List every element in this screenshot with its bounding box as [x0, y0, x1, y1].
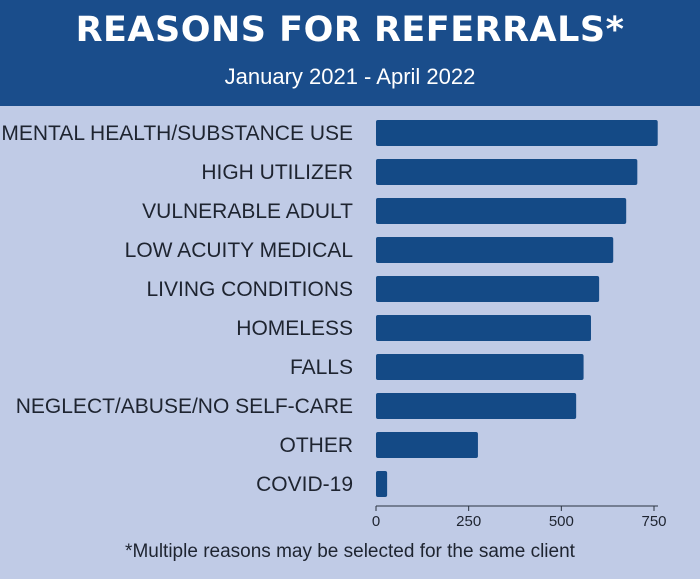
bar-5	[376, 315, 591, 341]
x-tick-label-1: 250	[456, 513, 481, 530]
category-label-0: MENTAL HEALTH/SUBSTANCE USE	[1, 122, 353, 145]
category-label-8: OTHER	[280, 434, 354, 457]
bar-1	[376, 159, 638, 185]
chart-title: REASONS FOR REFERRALS*	[75, 10, 625, 50]
bar-9	[376, 471, 388, 497]
bar-chart: MENTAL HEALTH/SUBSTANCE USE HIGH UTILIZER…	[1, 120, 667, 530]
header-banner: REASONS FOR REFERRALS* January 2021 - Ap…	[0, 0, 700, 106]
footnote: *Multiple reasons may be selected for th…	[125, 541, 575, 562]
bar-7	[376, 393, 577, 419]
bar-6	[376, 354, 584, 380]
x-tick-label-0: 0	[372, 513, 380, 530]
x-tick-label-3: 750	[641, 513, 666, 530]
category-label-3: LOW ACUITY MEDICAL	[125, 239, 353, 262]
category-label-6: FALLS	[290, 356, 353, 379]
bar-8	[376, 432, 478, 458]
chart-subtitle: January 2021 - April 2022	[224, 64, 476, 89]
bar-4	[376, 276, 600, 302]
x-tick-label-2: 500	[549, 513, 574, 530]
category-label-1: HIGH UTILIZER	[201, 161, 353, 184]
category-label-2: VULNERABLE ADULT	[142, 200, 353, 223]
category-label-5: HOMELESS	[236, 317, 353, 340]
category-label-7: NEGLECT/ABUSE/NO SELF-CARE	[16, 395, 353, 418]
category-label-4: LIVING CONDITIONS	[146, 278, 353, 301]
bar-3	[376, 237, 614, 263]
category-label-9: COVID-19	[256, 473, 353, 496]
bar-0	[376, 120, 658, 146]
bar-2	[376, 198, 627, 224]
